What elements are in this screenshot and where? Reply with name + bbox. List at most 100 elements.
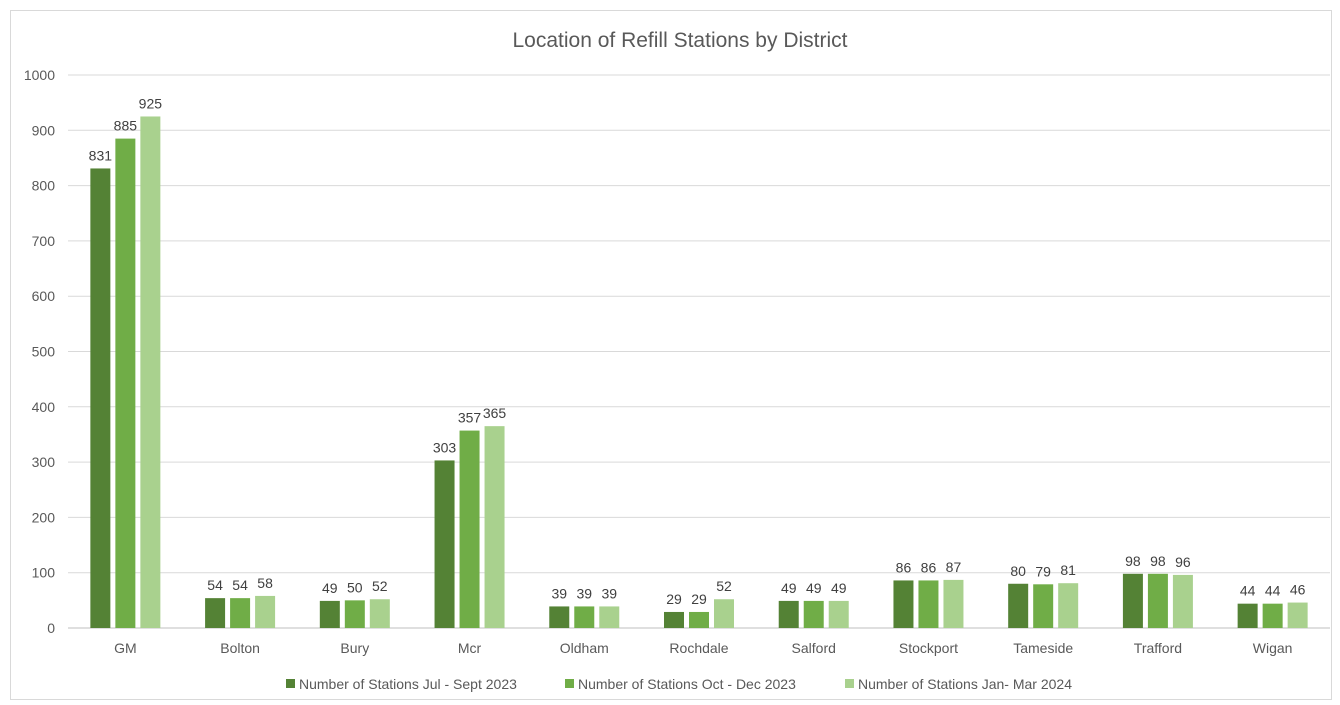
category-label: Wigan	[1253, 640, 1293, 656]
data-label: 79	[1035, 563, 1051, 579]
bar	[484, 426, 505, 628]
x-axis-categories: GM Bolton Bury Mcr Oldham Rochdale Salford Stoc…	[114, 640, 1292, 656]
data-label: 885	[114, 118, 138, 134]
y-axis-ticks: 0 100 200 300 400 500 600 700 800 900 1000	[24, 67, 55, 636]
legend-label: Number of Stations Jan- Mar 2024	[858, 676, 1072, 692]
chart-title: Location of Refill Stations by District	[513, 29, 848, 52]
data-label: 80	[1010, 563, 1026, 579]
bar	[1058, 583, 1079, 628]
bar	[90, 168, 111, 628]
bar	[255, 595, 276, 628]
bar	[893, 580, 914, 628]
bars	[90, 116, 1308, 628]
data-label: 365	[483, 405, 507, 421]
bar	[574, 606, 595, 628]
gridlines	[68, 74, 1330, 629]
data-label: 303	[433, 439, 457, 455]
data-label: 831	[89, 147, 113, 163]
category-label: Tameside	[1013, 640, 1073, 656]
bar	[115, 138, 136, 628]
category-label: Oldham	[560, 640, 609, 656]
bar	[599, 606, 620, 628]
y-tick-label: 300	[32, 454, 56, 470]
bar	[230, 598, 251, 628]
data-label: 29	[691, 591, 707, 607]
bar	[1033, 584, 1054, 628]
data-label: 98	[1125, 553, 1141, 569]
legend: Number of Stations Jul - Sept 2023 Number…	[286, 676, 1072, 692]
category-label: Stockport	[899, 640, 958, 656]
legend-swatch	[845, 679, 854, 688]
y-tick-label: 200	[32, 509, 56, 525]
data-label: 54	[232, 577, 248, 593]
bar	[1122, 573, 1143, 628]
bar	[319, 600, 340, 628]
bar	[549, 606, 570, 628]
data-label: 39	[601, 585, 617, 601]
y-tick-label: 600	[32, 288, 56, 304]
y-tick-label: 100	[32, 565, 56, 581]
category-label: Trafford	[1134, 640, 1182, 656]
data-label: 86	[921, 559, 937, 575]
category-label: Salford	[792, 640, 836, 656]
bar	[140, 116, 161, 628]
bar	[434, 460, 455, 628]
category-label: Mcr	[458, 640, 482, 656]
bar	[664, 611, 684, 628]
bar	[1237, 603, 1258, 628]
legend-label: Number of Stations Jul - Sept 2023	[299, 676, 517, 692]
data-label: 39	[576, 585, 592, 601]
bar	[344, 600, 365, 628]
y-tick-label: 1000	[24, 67, 55, 83]
data-label: 29	[666, 591, 682, 607]
bar	[1008, 583, 1029, 628]
data-label: 49	[781, 580, 797, 596]
data-label: 96	[1175, 554, 1191, 570]
data-label: 50	[347, 579, 363, 595]
y-tick-label: 400	[32, 399, 56, 415]
y-tick-label: 900	[32, 122, 56, 138]
category-label: GM	[114, 640, 137, 656]
bar	[689, 611, 709, 628]
bar	[918, 580, 939, 628]
data-label: 925	[139, 95, 163, 111]
data-label: 44	[1240, 583, 1256, 599]
data-label: 54	[207, 577, 223, 593]
data-label: 49	[322, 580, 338, 596]
category-label: Bury	[340, 640, 369, 656]
bar	[205, 598, 226, 628]
bar	[459, 430, 480, 628]
bar	[1172, 574, 1193, 628]
data-label: 49	[806, 580, 822, 596]
category-label: Bolton	[220, 640, 260, 656]
y-tick-label: 0	[47, 620, 55, 636]
data-label: 52	[372, 578, 388, 594]
bar	[1262, 603, 1283, 628]
data-label: 81	[1060, 562, 1076, 578]
data-label: 58	[257, 575, 273, 591]
data-label: 86	[896, 559, 912, 575]
category-label: Rochdale	[669, 640, 728, 656]
chart-frame	[10, 10, 1332, 700]
data-label: 98	[1150, 553, 1166, 569]
legend-swatch	[286, 679, 295, 688]
bar	[1147, 573, 1168, 628]
bar	[778, 600, 799, 628]
data-label: 87	[946, 559, 962, 575]
legend-label: Number of Stations Oct - Dec 2023	[578, 676, 796, 692]
bar	[369, 599, 390, 628]
y-tick-label: 800	[32, 178, 56, 194]
data-label: 49	[831, 580, 847, 596]
legend-swatch	[565, 679, 574, 688]
bar	[943, 579, 964, 628]
data-label: 52	[716, 578, 732, 594]
data-label: 44	[1265, 583, 1281, 599]
bar	[828, 600, 849, 628]
bar	[714, 599, 734, 628]
bar	[803, 600, 824, 628]
y-tick-label: 700	[32, 233, 56, 249]
data-label: 39	[551, 585, 567, 601]
data-label: 357	[458, 410, 482, 426]
